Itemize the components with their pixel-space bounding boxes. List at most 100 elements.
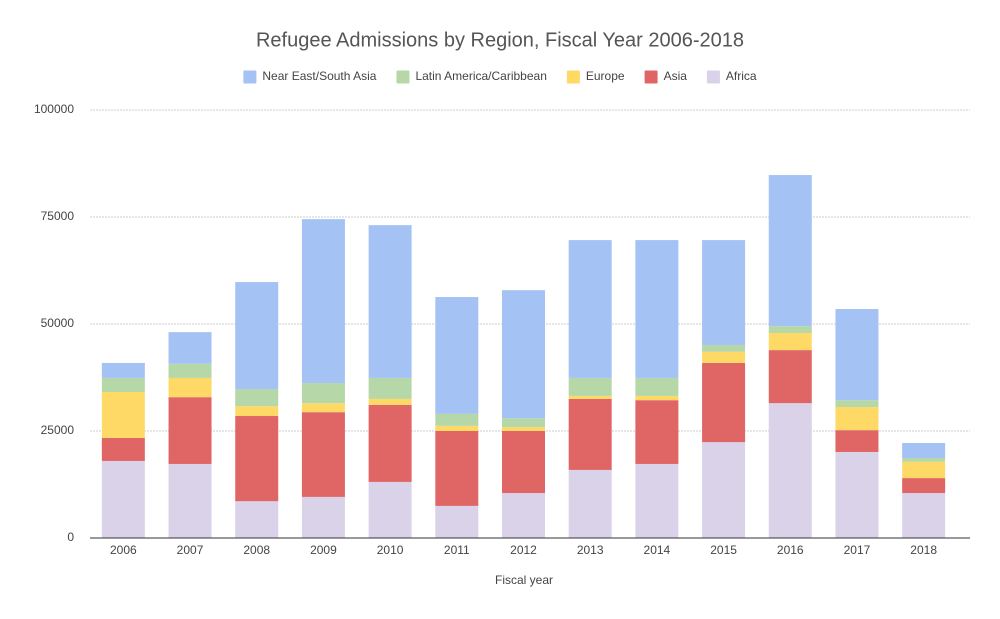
legend-item: Europe — [566, 69, 625, 84]
x-tick-label: 2011 — [444, 543, 470, 557]
x-tick-label: 2014 — [644, 543, 671, 557]
bar-segment — [235, 282, 279, 390]
bar-segment — [635, 395, 679, 401]
bar-segment — [368, 377, 412, 399]
y-tick-label: 50000 — [41, 316, 75, 330]
bar-segment — [902, 478, 946, 494]
legend-label: Europe — [586, 69, 625, 83]
bar-segment — [502, 427, 545, 431]
bar-segment — [301, 403, 345, 413]
legend-label: Africa — [726, 69, 757, 83]
bar-segment — [502, 493, 545, 538]
bar-segment — [301, 496, 345, 538]
bar-segment — [235, 389, 279, 407]
bar-segment — [835, 309, 879, 401]
bar-segment — [168, 463, 212, 538]
bar-segment — [702, 351, 746, 363]
x-tick-label: 2017 — [844, 543, 871, 557]
bar-segment — [902, 442, 946, 458]
bar-segment — [635, 463, 679, 538]
bar-segment — [635, 377, 679, 396]
bar-segment — [835, 407, 879, 431]
x-tick-label: 2013 — [577, 543, 604, 557]
legend-swatch — [706, 70, 720, 84]
bar-segment — [902, 493, 946, 538]
bar-segment — [435, 431, 479, 506]
bar-segment — [768, 326, 812, 333]
x-axis-label: Fiscal year — [495, 573, 553, 587]
bar-segment — [902, 457, 946, 462]
legend-swatch — [644, 70, 658, 84]
bar-segment — [502, 418, 545, 428]
bar-segment — [902, 461, 946, 479]
bar-segment — [568, 377, 612, 396]
y-tick-label: 0 — [67, 530, 74, 544]
bar-segment — [435, 297, 479, 414]
x-tick-label: 2010 — [377, 543, 404, 557]
legend-swatch — [243, 70, 257, 84]
bar-segment — [768, 350, 812, 404]
legend-item: Asia — [644, 69, 688, 84]
bar-segment — [835, 400, 879, 408]
bar-segment — [502, 290, 545, 419]
bar-segment — [635, 400, 679, 464]
bar-segment — [301, 219, 345, 384]
bar-segment — [235, 406, 279, 417]
bar-segment — [835, 451, 879, 538]
bar-segment — [702, 362, 746, 443]
bar-segment — [301, 412, 345, 497]
legend-label: Latin America/Caribbean — [415, 69, 546, 83]
legend-label: Asia — [664, 69, 688, 83]
bar-segment — [235, 501, 279, 538]
bar-segment — [368, 398, 412, 405]
y-tick-label: 100000 — [34, 102, 74, 116]
bar-segment — [435, 425, 479, 431]
bar-segment — [435, 505, 479, 538]
bar-segment — [101, 460, 145, 538]
bar-segment — [702, 240, 746, 345]
legend-swatch — [396, 70, 410, 84]
legend-label: Near East/South Asia — [262, 69, 376, 83]
legend-item: Latin America/Caribbean — [396, 69, 547, 84]
bar-segment — [101, 392, 145, 438]
bar-segment — [101, 377, 145, 393]
y-tick-label: 25000 — [41, 423, 75, 437]
legend-swatch — [566, 70, 580, 84]
bar-segment — [168, 397, 212, 464]
bar-segment — [568, 240, 612, 378]
bar-segment — [435, 413, 479, 426]
bar-segment — [635, 240, 679, 378]
bar-segment — [168, 377, 212, 398]
bar-segment — [835, 430, 879, 452]
bar-segment — [568, 395, 612, 399]
bar-segment — [101, 437, 145, 461]
bar-segment — [168, 363, 212, 378]
bar-segment — [768, 175, 812, 327]
x-tick-label: 2007 — [177, 543, 204, 557]
bar-segment — [568, 469, 612, 538]
chart-title: Refugee Admissions by Region, Fiscal Yea… — [256, 29, 744, 51]
bar-segment — [702, 442, 746, 538]
bar-segment — [368, 404, 412, 482]
legend-item: Near East/South Asia — [243, 69, 377, 84]
x-tick-label: 2015 — [710, 543, 737, 557]
x-tick-label: 2008 — [243, 543, 270, 557]
bar-segment — [702, 344, 746, 352]
x-tick-label: 2016 — [777, 543, 804, 557]
y-tick-label: 75000 — [41, 209, 75, 223]
x-tick-label: 2009 — [310, 543, 337, 557]
bar-segment — [368, 225, 412, 378]
bar-segment — [235, 416, 279, 502]
bar-segment — [502, 431, 545, 494]
bar-segment — [301, 383, 345, 404]
bar-segment — [368, 481, 412, 538]
x-tick-label: 2012 — [510, 543, 537, 557]
x-tick-label: 2018 — [910, 543, 937, 557]
bar-segment — [768, 403, 812, 538]
legend-item: Africa — [706, 69, 757, 84]
bar-segment — [101, 362, 145, 378]
bar-segment — [568, 398, 612, 470]
bar-segment — [768, 332, 812, 351]
x-tick-label: 2006 — [110, 543, 137, 557]
